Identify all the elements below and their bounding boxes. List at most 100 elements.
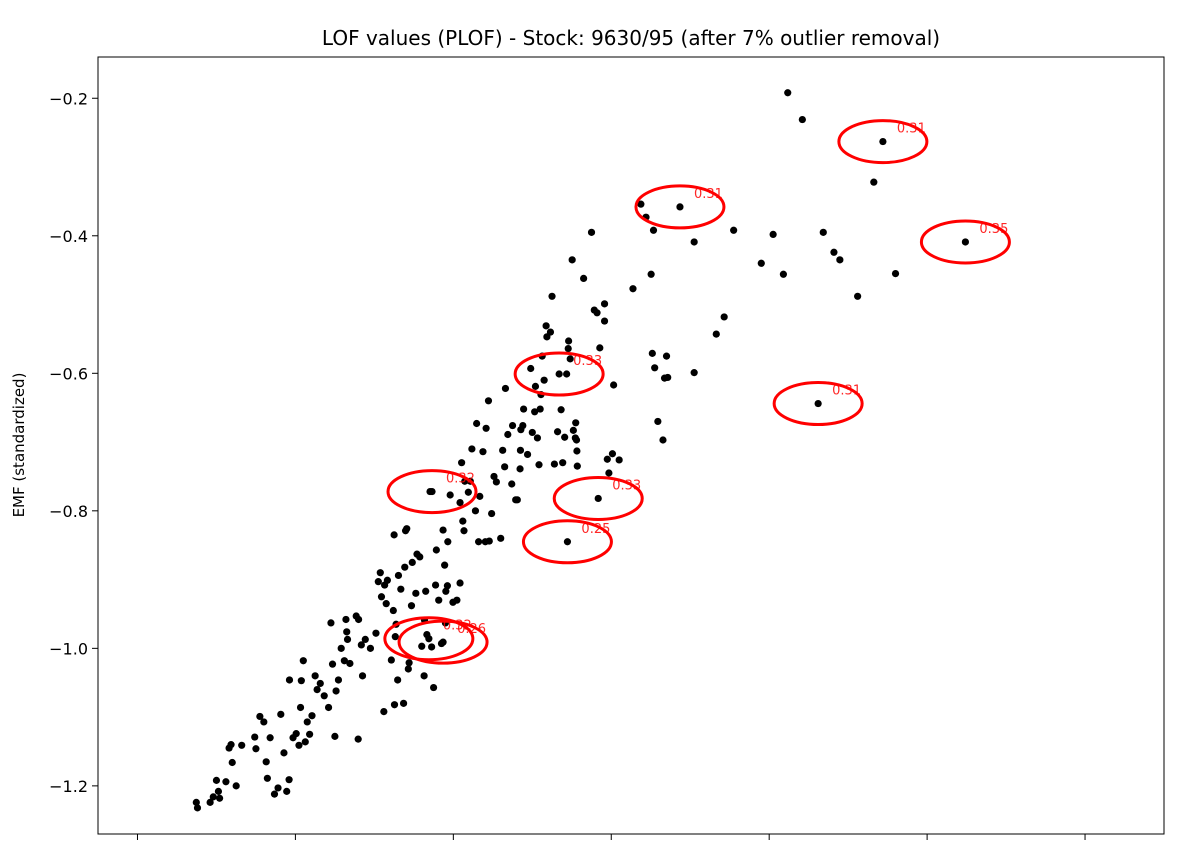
data-point (535, 461, 543, 469)
data-point (566, 355, 574, 363)
data-point (508, 480, 516, 488)
data-point (297, 677, 305, 685)
data-point (263, 774, 271, 782)
lof-ellipse (837, 119, 929, 165)
data-point (573, 462, 581, 470)
data-point (394, 571, 403, 580)
data-point (428, 643, 436, 651)
data-point (337, 644, 345, 652)
data-point (313, 686, 321, 694)
data-point (528, 428, 536, 437)
data-point (516, 465, 524, 473)
data-point (520, 405, 528, 413)
data-point (654, 417, 662, 426)
lof-point (594, 494, 602, 503)
data-point (334, 676, 343, 684)
data-point (416, 553, 424, 561)
data-point (270, 790, 279, 798)
data-point (459, 517, 467, 525)
lof-ellipse (919, 219, 1011, 265)
data-point (690, 238, 698, 246)
data-point (504, 430, 512, 439)
lof-point (814, 399, 822, 408)
data-point (251, 733, 259, 741)
data-point (569, 426, 577, 434)
data-point (301, 738, 309, 746)
data-point (383, 576, 391, 584)
data-point (854, 292, 862, 300)
data-point (374, 578, 382, 586)
y-tick-label: −0.2 (49, 89, 88, 108)
data-point (615, 456, 623, 464)
data-point (471, 507, 480, 515)
data-point (572, 419, 580, 427)
data-point (784, 89, 792, 97)
data-point (228, 758, 236, 767)
data-point (343, 635, 352, 644)
data-point (209, 793, 217, 801)
data-point (377, 593, 386, 601)
data-point (214, 787, 223, 795)
data-point (397, 585, 405, 593)
lof-value-label: 0.32 (446, 472, 475, 487)
data-point (662, 352, 671, 360)
data-point (412, 589, 420, 597)
data-point (533, 434, 542, 442)
data-point (647, 270, 655, 278)
data-point (357, 641, 365, 649)
data-point (216, 794, 224, 802)
data-point (308, 712, 316, 720)
data-point (600, 317, 609, 325)
data-point (441, 561, 449, 569)
data-point (501, 384, 510, 393)
data-point (779, 270, 787, 278)
data-point (443, 582, 452, 590)
data-point (192, 798, 200, 806)
data-point (540, 376, 548, 384)
data-point (508, 421, 517, 430)
data-point (292, 730, 300, 738)
y-tick-label: −1.2 (49, 777, 88, 796)
data-point (492, 478, 500, 486)
data-point (354, 735, 362, 743)
data-point (303, 718, 311, 726)
lof-value-label: 0.33 (573, 354, 602, 369)
data-point (331, 732, 339, 740)
data-point (274, 784, 282, 792)
data-point (403, 525, 411, 533)
lof-value-label: 0.35 (979, 222, 1008, 237)
data-point (568, 256, 576, 264)
lof-value-label: 0.33 (612, 478, 641, 493)
data-point (550, 460, 559, 468)
lof-point (439, 638, 447, 646)
data-point (280, 749, 288, 757)
lof-circles: 0.320.320.260.330.330.250.310.310.310.35 (383, 119, 1011, 665)
data-point (464, 488, 472, 496)
data-point (648, 349, 656, 357)
data-point (608, 450, 617, 458)
data-point (266, 734, 274, 742)
y-tick-label: −0.4 (49, 227, 88, 246)
data-point (296, 703, 305, 712)
data-point (311, 672, 319, 680)
data-point (637, 200, 645, 208)
data-point (372, 629, 380, 637)
lof-point (563, 538, 572, 546)
data-point (573, 447, 581, 455)
data-point (563, 370, 571, 378)
data-point (456, 498, 464, 507)
lof-ellipse (513, 351, 605, 397)
data-point (446, 491, 454, 499)
data-point (222, 778, 230, 786)
data-point (206, 798, 214, 806)
plot-frame (97, 56, 1165, 835)
data-point (212, 776, 221, 784)
y-tick-label: −0.6 (49, 364, 88, 383)
data-point (405, 659, 413, 667)
data-point (408, 558, 416, 566)
data-point (366, 644, 375, 652)
data-point (484, 397, 493, 405)
data-point (564, 344, 572, 353)
data-point (757, 259, 765, 267)
data-point (460, 527, 468, 535)
